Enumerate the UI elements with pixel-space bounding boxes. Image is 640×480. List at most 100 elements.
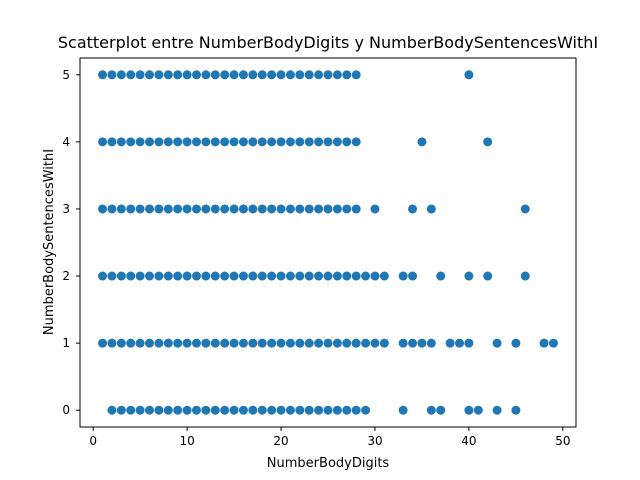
data-point <box>285 271 295 281</box>
data-point <box>182 137 192 147</box>
data-point <box>295 338 305 348</box>
data-point <box>107 137 117 147</box>
data-point <box>145 137 155 147</box>
data-point <box>445 338 455 348</box>
data-point <box>436 271 446 281</box>
data-point <box>332 137 342 147</box>
data-point <box>238 271 248 281</box>
data-point <box>342 338 352 348</box>
data-point <box>267 70 277 80</box>
data-point <box>229 204 239 214</box>
data-point <box>520 271 530 281</box>
data-point <box>210 271 220 281</box>
data-point <box>173 338 183 348</box>
data-point <box>257 137 267 147</box>
data-point <box>483 271 493 281</box>
x-axis-ticks: 0 10 20 30 40 50 <box>89 427 570 448</box>
data-point <box>492 405 502 415</box>
data-point <box>229 271 239 281</box>
data-point <box>145 70 155 80</box>
data-point <box>135 338 145 348</box>
data-point <box>417 137 427 147</box>
data-point <box>323 405 333 415</box>
data-point <box>379 338 389 348</box>
data-point <box>267 137 277 147</box>
data-point <box>201 70 211 80</box>
x-tick-label: 10 <box>179 434 194 448</box>
data-point <box>314 405 324 415</box>
y-tick-label: 5 <box>62 68 70 82</box>
data-point <box>201 137 211 147</box>
data-point <box>342 204 352 214</box>
data-point <box>511 405 521 415</box>
data-point <box>107 338 117 348</box>
data-point <box>267 204 277 214</box>
data-point <box>145 405 155 415</box>
data-points <box>98 70 558 415</box>
data-point <box>332 271 342 281</box>
data-point <box>173 70 183 80</box>
data-point <box>220 405 230 415</box>
data-point <box>107 204 117 214</box>
data-point <box>107 405 117 415</box>
data-point <box>191 338 201 348</box>
data-point <box>229 338 239 348</box>
data-point <box>276 271 286 281</box>
data-point <box>464 405 474 415</box>
data-point <box>295 405 305 415</box>
data-point <box>492 338 502 348</box>
data-point <box>126 271 136 281</box>
data-point <box>210 137 220 147</box>
data-point <box>220 137 230 147</box>
data-point <box>248 338 258 348</box>
data-point <box>548 338 558 348</box>
data-point <box>361 338 371 348</box>
data-point <box>304 271 314 281</box>
data-point <box>191 204 201 214</box>
data-point <box>361 405 371 415</box>
data-point <box>323 204 333 214</box>
data-point <box>314 204 324 214</box>
data-point <box>182 70 192 80</box>
y-tick-label: 3 <box>62 202 70 216</box>
data-point <box>304 204 314 214</box>
y-axis-ticks: 0 1 2 3 4 5 <box>62 68 80 417</box>
data-point <box>191 271 201 281</box>
data-point <box>163 405 173 415</box>
x-axis-label: NumberBodyDigits <box>267 456 390 471</box>
data-point <box>370 271 380 281</box>
data-point <box>314 338 324 348</box>
data-point <box>257 204 267 214</box>
data-point <box>248 204 258 214</box>
data-point <box>135 70 145 80</box>
data-point <box>285 405 295 415</box>
data-point <box>126 204 136 214</box>
data-point <box>379 271 389 281</box>
data-point <box>332 70 342 80</box>
data-point <box>163 70 173 80</box>
data-point <box>98 204 108 214</box>
data-point <box>210 70 220 80</box>
data-point <box>116 70 126 80</box>
data-point <box>98 338 108 348</box>
data-point <box>238 204 248 214</box>
data-point <box>210 405 220 415</box>
data-point <box>238 405 248 415</box>
data-point <box>182 338 192 348</box>
data-point <box>520 204 530 214</box>
data-point <box>163 204 173 214</box>
data-point <box>398 338 408 348</box>
data-point <box>342 70 352 80</box>
data-point <box>257 70 267 80</box>
data-point <box>351 271 361 281</box>
data-point <box>126 70 136 80</box>
chart-title: Scatterplot entre NumberBodyDigits y Num… <box>58 33 598 52</box>
x-tick-label: 20 <box>273 434 288 448</box>
data-point <box>436 405 446 415</box>
plot-frame <box>79 57 577 428</box>
data-point <box>238 137 248 147</box>
data-point <box>135 405 145 415</box>
data-point <box>191 405 201 415</box>
data-point <box>276 204 286 214</box>
